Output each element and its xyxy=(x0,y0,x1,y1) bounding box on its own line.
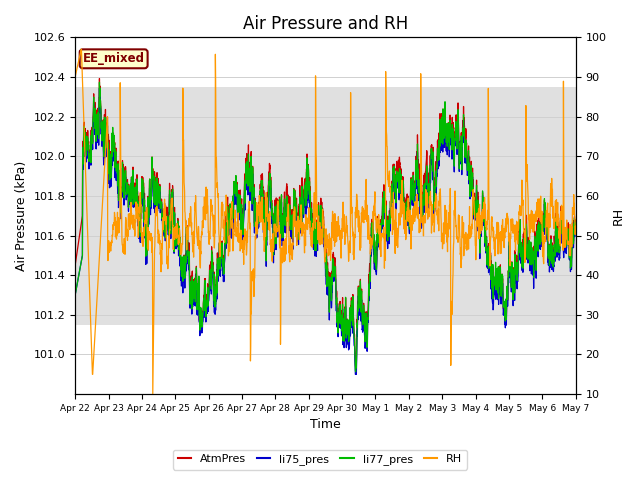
li75_pres xyxy=(95,85,103,91)
li77_pres xyxy=(71,292,79,298)
li77_pres xyxy=(558,226,566,231)
li75_pres xyxy=(558,235,566,241)
li77_pres xyxy=(572,224,580,230)
RH xyxy=(316,228,323,234)
AtmPres xyxy=(557,205,565,211)
li75_pres xyxy=(301,188,309,194)
li77_pres xyxy=(301,180,309,185)
Line: li75_pres: li75_pres xyxy=(75,88,576,374)
AtmPres xyxy=(466,181,474,187)
AtmPres xyxy=(97,108,105,113)
li77_pres xyxy=(95,79,103,85)
AtmPres xyxy=(352,364,360,370)
Line: li77_pres: li77_pres xyxy=(75,82,576,372)
X-axis label: Time: Time xyxy=(310,419,341,432)
AtmPres xyxy=(95,76,103,82)
Title: Air Pressure and RH: Air Pressure and RH xyxy=(243,15,408,33)
AtmPres xyxy=(315,208,323,214)
AtmPres xyxy=(558,221,566,227)
li75_pres xyxy=(572,229,580,235)
Text: EE_mixed: EE_mixed xyxy=(83,52,145,65)
RH xyxy=(97,228,105,233)
li75_pres xyxy=(97,112,105,118)
Line: RH: RH xyxy=(75,49,576,394)
RH xyxy=(302,212,310,217)
li75_pres xyxy=(71,292,79,298)
Y-axis label: Air Pressure (kPa): Air Pressure (kPa) xyxy=(15,161,28,271)
li77_pres xyxy=(352,369,360,374)
li77_pres xyxy=(97,107,105,113)
AtmPres xyxy=(301,175,309,181)
AtmPres xyxy=(71,263,79,268)
RH xyxy=(572,225,580,231)
RH xyxy=(558,214,566,219)
AtmPres xyxy=(572,221,580,227)
RH xyxy=(466,236,474,241)
li77_pres xyxy=(557,209,565,215)
li75_pres xyxy=(351,372,359,377)
li75_pres xyxy=(466,190,474,196)
li77_pres xyxy=(315,210,323,216)
Line: AtmPres: AtmPres xyxy=(75,79,576,367)
Bar xyxy=(75,87,576,325)
li77_pres xyxy=(466,187,474,193)
Legend: AtmPres, li75_pres, li77_pres, RH: AtmPres, li75_pres, li77_pres, RH xyxy=(173,450,467,469)
Y-axis label: RH: RH xyxy=(612,207,625,225)
RH xyxy=(557,203,565,208)
li75_pres xyxy=(315,216,323,222)
RH xyxy=(77,47,85,52)
li75_pres xyxy=(557,218,565,224)
RH xyxy=(149,391,157,397)
RH xyxy=(71,74,79,80)
